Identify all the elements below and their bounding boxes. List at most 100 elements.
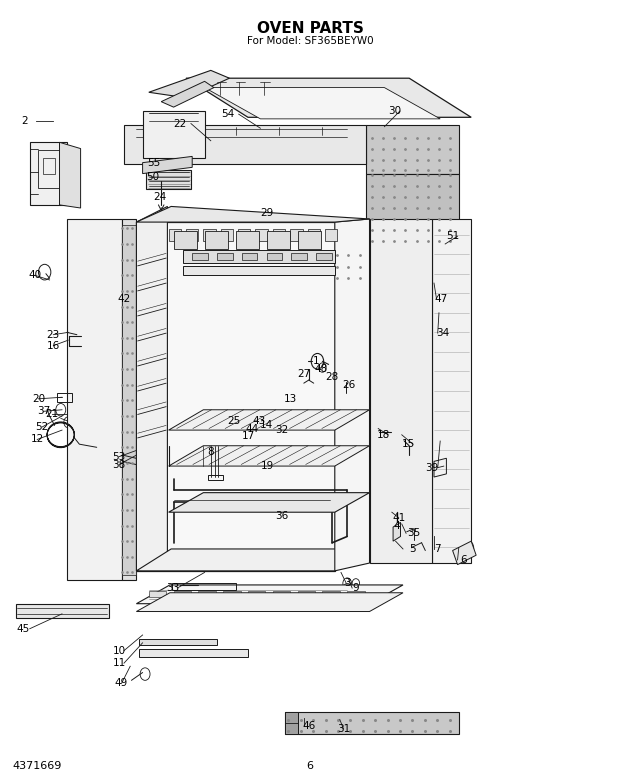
Text: 16: 16 (46, 341, 60, 350)
Circle shape (239, 255, 244, 261)
Text: 27: 27 (297, 369, 311, 378)
Text: 12: 12 (30, 435, 44, 444)
Polygon shape (267, 253, 282, 260)
Text: 43: 43 (252, 416, 266, 425)
Polygon shape (192, 253, 208, 260)
Circle shape (314, 255, 319, 261)
Text: 41: 41 (392, 513, 406, 522)
Polygon shape (335, 219, 370, 571)
Text: 46: 46 (302, 721, 316, 730)
Text: 40: 40 (28, 271, 42, 280)
Polygon shape (30, 142, 67, 205)
Text: 8: 8 (208, 447, 214, 457)
Text: 9: 9 (353, 583, 359, 593)
Polygon shape (267, 231, 290, 249)
Text: For Model: SF365BEYW0: For Model: SF365BEYW0 (247, 36, 373, 45)
Text: 22: 22 (173, 119, 187, 128)
Polygon shape (393, 522, 401, 541)
Text: 4: 4 (394, 521, 400, 530)
Text: 4371669: 4371669 (12, 761, 62, 771)
Polygon shape (255, 229, 268, 241)
Polygon shape (221, 229, 233, 241)
Polygon shape (308, 229, 320, 241)
Text: 47: 47 (435, 294, 448, 303)
Polygon shape (242, 253, 257, 260)
Text: 26: 26 (342, 380, 355, 389)
Text: 42: 42 (117, 294, 131, 303)
Polygon shape (217, 253, 232, 260)
Polygon shape (325, 229, 337, 241)
Polygon shape (183, 250, 335, 263)
Polygon shape (169, 410, 370, 430)
Polygon shape (169, 446, 370, 466)
Polygon shape (298, 591, 315, 597)
Polygon shape (186, 229, 198, 241)
Polygon shape (290, 229, 303, 241)
Text: 53: 53 (112, 452, 126, 461)
Text: 7: 7 (435, 544, 441, 554)
Polygon shape (273, 591, 290, 597)
Text: 1: 1 (313, 357, 319, 366)
Text: 15: 15 (401, 439, 415, 449)
Polygon shape (203, 229, 216, 241)
Polygon shape (169, 229, 181, 241)
Text: 51: 51 (446, 231, 459, 241)
Text: 11: 11 (112, 658, 126, 668)
Text: 13: 13 (283, 394, 297, 404)
Text: 10: 10 (112, 646, 126, 655)
Text: 52: 52 (35, 422, 49, 432)
Polygon shape (205, 231, 228, 249)
Polygon shape (335, 244, 366, 282)
Polygon shape (67, 219, 122, 580)
Polygon shape (291, 253, 307, 260)
Circle shape (190, 255, 195, 261)
Text: 32: 32 (275, 425, 289, 435)
Text: 50: 50 (146, 172, 159, 181)
Polygon shape (143, 111, 205, 158)
Polygon shape (238, 229, 250, 241)
Polygon shape (169, 493, 370, 512)
Polygon shape (124, 125, 366, 164)
Circle shape (264, 255, 269, 261)
Text: 21: 21 (45, 410, 59, 419)
Text: 28: 28 (326, 372, 339, 382)
Text: 45: 45 (16, 624, 30, 633)
Polygon shape (122, 225, 136, 575)
Polygon shape (223, 591, 241, 597)
Text: 34: 34 (436, 328, 449, 338)
Text: OVEN PARTS: OVEN PARTS (257, 21, 363, 37)
Text: 30: 30 (388, 106, 401, 116)
Polygon shape (139, 639, 217, 645)
Polygon shape (453, 541, 476, 565)
Polygon shape (248, 591, 265, 597)
Polygon shape (139, 649, 248, 657)
Text: 14: 14 (260, 421, 273, 430)
Polygon shape (285, 712, 298, 734)
Polygon shape (16, 604, 108, 618)
Text: 17: 17 (241, 432, 255, 441)
Text: 5: 5 (409, 544, 415, 554)
Text: 19: 19 (261, 461, 275, 471)
Text: 20: 20 (32, 394, 45, 404)
Polygon shape (149, 70, 229, 98)
Text: 55: 55 (147, 158, 161, 167)
Polygon shape (143, 156, 192, 174)
Text: 44: 44 (245, 424, 259, 433)
Circle shape (289, 255, 294, 261)
Polygon shape (366, 174, 459, 244)
Text: 54: 54 (221, 109, 235, 119)
Polygon shape (236, 231, 259, 249)
Text: 31: 31 (337, 724, 351, 734)
Polygon shape (298, 231, 321, 249)
Text: 3: 3 (344, 578, 350, 587)
Polygon shape (183, 266, 335, 275)
Text: 48: 48 (314, 364, 328, 374)
Polygon shape (205, 88, 440, 119)
Polygon shape (161, 81, 214, 107)
Polygon shape (198, 591, 216, 597)
Polygon shape (432, 219, 471, 563)
Text: 29: 29 (260, 208, 273, 217)
Polygon shape (174, 591, 191, 597)
Polygon shape (366, 125, 459, 174)
Text: 35: 35 (407, 529, 421, 538)
